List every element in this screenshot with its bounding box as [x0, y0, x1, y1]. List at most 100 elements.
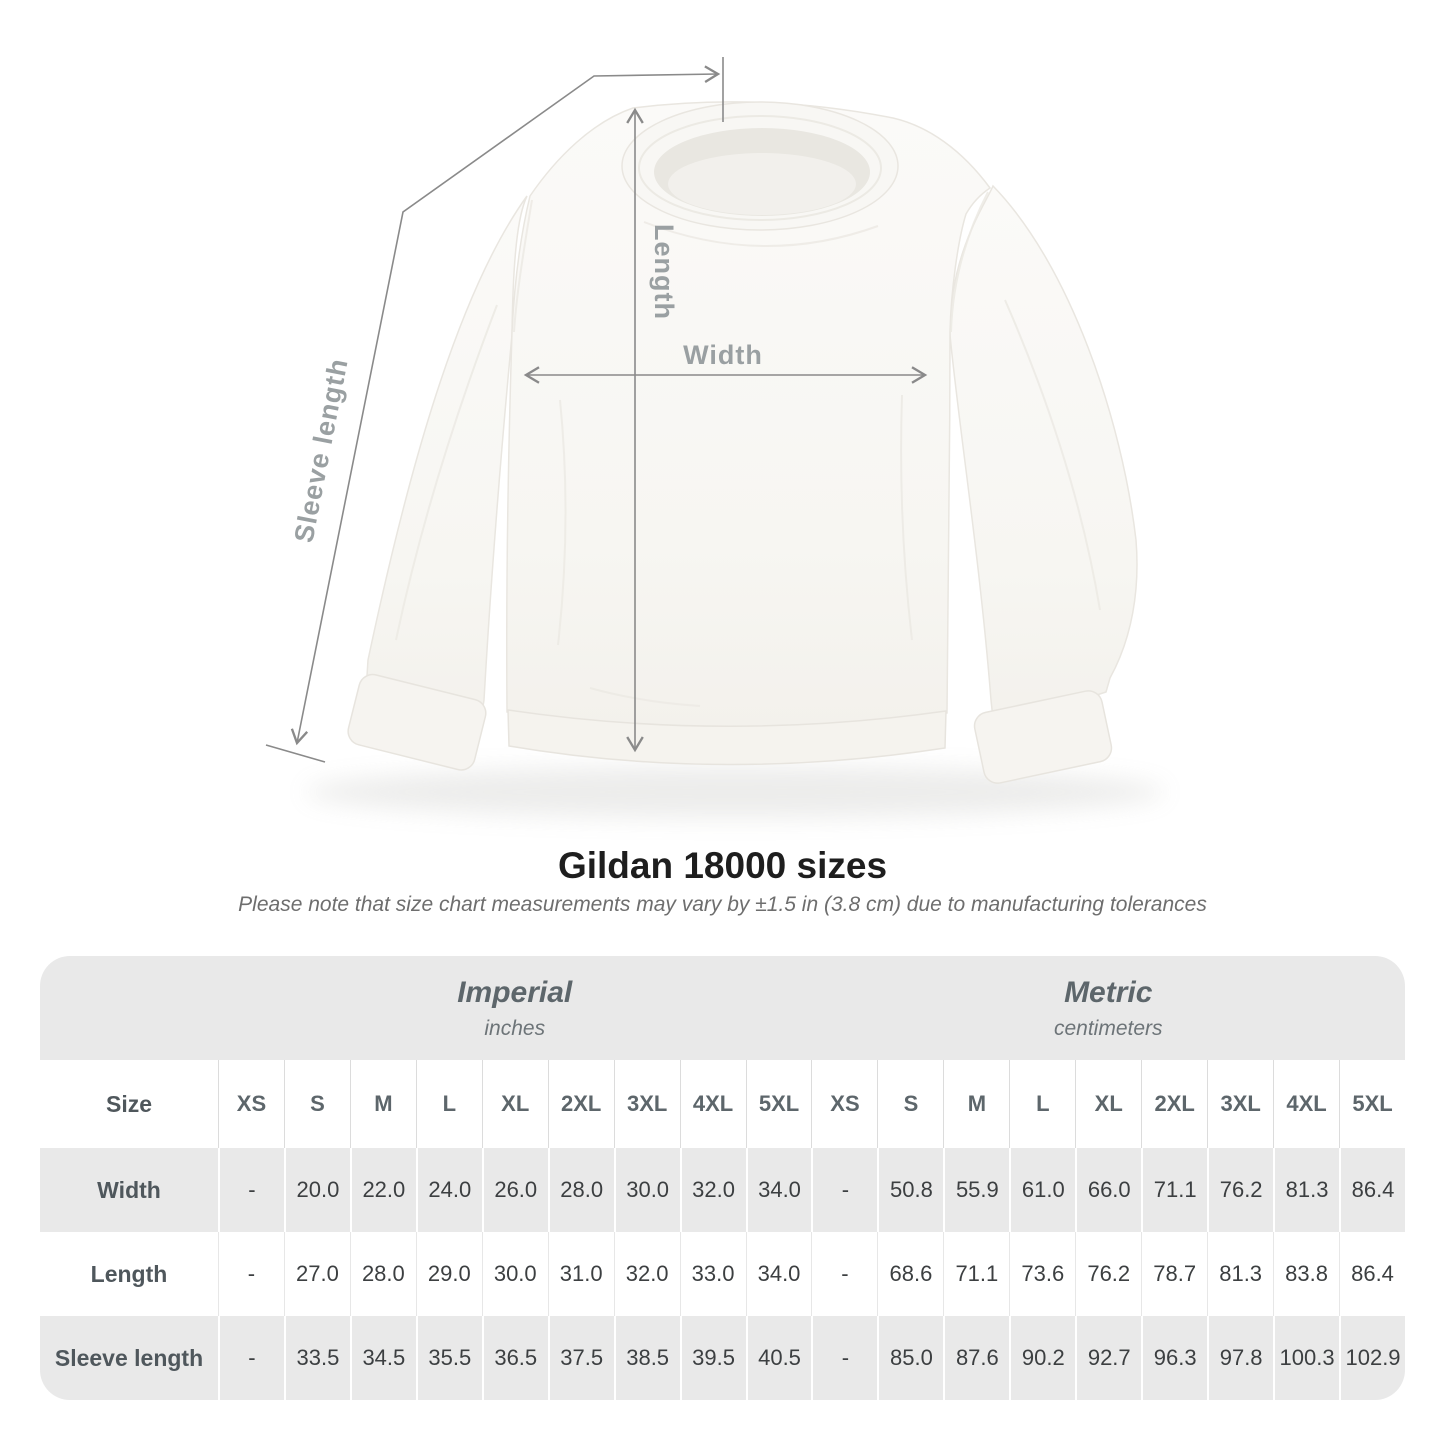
metric-unit: centimeters: [1053, 1016, 1163, 1040]
size-header-metric-xs: XS: [811, 1060, 877, 1148]
size-header-row: Size XS S M L XL 2XL 3XL 4XL 5XL XS S M L XL 2XL 3XL 4XL 5…: [40, 1060, 1405, 1148]
value-metric-m: 55.9: [943, 1148, 1009, 1232]
metric-header: Metric centimeters: [812, 956, 1406, 1060]
value-metric-2xl: 71.1: [1141, 1148, 1207, 1232]
width-dimension-label: Width: [683, 340, 763, 370]
value-metric-xl: 66.0: [1075, 1148, 1141, 1232]
row-label: Length: [90, 1260, 168, 1287]
value-metric-2xl: 96.3: [1141, 1316, 1207, 1400]
size-header-imperial-xs: XS: [218, 1060, 284, 1148]
value-metric-xl: 76.2: [1075, 1232, 1141, 1316]
value-metric-s: 68.6: [877, 1232, 943, 1316]
value-imperial-m: 22.0: [349, 1148, 416, 1232]
size-header-metric-m: M: [943, 1060, 1009, 1148]
sleeve-dimension-label: Sleeve length: [289, 356, 354, 545]
value-metric-xs: -: [811, 1232, 877, 1316]
value-metric-xs: -: [811, 1316, 877, 1400]
value-imperial-3xl: 38.5: [613, 1316, 680, 1400]
table-row-length: Length -27.0 28.0 29.0 30.0 31.0 32.0 33.0 34.0-…: [40, 1232, 1405, 1316]
value-imperial-xl: 36.5: [481, 1316, 548, 1400]
value-imperial-l: 24.0: [415, 1148, 482, 1232]
value-metric-xs: -: [811, 1148, 877, 1232]
value-metric-l: 73.6: [1009, 1232, 1075, 1316]
size-header-metric-xl: XL: [1075, 1060, 1141, 1148]
value-metric-5xl: 86.4: [1339, 1232, 1405, 1316]
row-label: Width: [97, 1176, 161, 1203]
right-cuff: [973, 690, 1113, 784]
value-metric-4xl: 100.3: [1273, 1316, 1339, 1400]
size-header-metric-3xl: 3XL: [1207, 1060, 1273, 1148]
value-metric-2xl: 78.7: [1141, 1232, 1207, 1316]
value-imperial-m: 28.0: [349, 1232, 416, 1316]
sweatshirt-measurement-diagram: Length Width Sleeve length: [265, 57, 1165, 818]
sleeve-dimension-line: [290, 65, 721, 746]
size-header-metric-5xl: 5XL: [1339, 1060, 1405, 1148]
value-metric-3xl: 76.2: [1207, 1148, 1273, 1232]
value-imperial-2xl: 37.5: [547, 1316, 614, 1400]
value-metric-3xl: 97.8: [1207, 1316, 1273, 1400]
value-metric-s: 85.0: [877, 1316, 943, 1400]
value-imperial-xs: -: [218, 1232, 284, 1316]
size-header-metric-l: L: [1009, 1060, 1075, 1148]
value-imperial-s: 20.0: [283, 1148, 350, 1232]
row-label: Sleeve length: [54, 1344, 204, 1371]
value-imperial-2xl: 31.0: [547, 1232, 614, 1316]
value-imperial-5xl: 34.0: [745, 1148, 812, 1232]
sleeve-cuff-reference-tick: [265, 744, 326, 763]
size-header-imperial-4xl: 4XL: [679, 1060, 746, 1148]
value-metric-l: 90.2: [1009, 1316, 1075, 1400]
value-metric-xl: 92.7: [1075, 1316, 1141, 1400]
value-metric-3xl: 81.3: [1207, 1232, 1273, 1316]
imperial-title: Imperial: [457, 975, 573, 1009]
value-imperial-4xl: 33.0: [679, 1232, 746, 1316]
page-title: Gildan 18000 sizes: [557, 845, 888, 886]
value-imperial-3xl: 30.0: [613, 1148, 680, 1232]
value-metric-4xl: 81.3: [1273, 1148, 1339, 1232]
sweatshirt-diagram-svg: Length Width Sleeve length: [265, 57, 1165, 818]
value-imperial-l: 29.0: [415, 1232, 482, 1316]
value-imperial-2xl: 28.0: [547, 1148, 614, 1232]
size-header-imperial-5xl: 5XL: [745, 1060, 812, 1148]
value-metric-m: 71.1: [943, 1232, 1009, 1316]
collar-inner-back: [668, 153, 856, 215]
size-header-imperial-l: L: [415, 1060, 482, 1148]
imperial-header: Imperial inches: [218, 956, 812, 1060]
value-imperial-5xl: 40.5: [745, 1316, 812, 1400]
value-imperial-s: 33.5: [283, 1316, 350, 1400]
imperial-unit: inches: [484, 1016, 546, 1040]
value-imperial-5xl: 34.0: [745, 1232, 812, 1316]
value-imperial-xl: 26.0: [481, 1148, 548, 1232]
size-grid: Size XS S M L XL 2XL 3XL 4XL 5XL XS S M L XL 2XL 3XL 4XL 5…: [40, 1060, 1405, 1400]
size-header-metric-s: S: [877, 1060, 943, 1148]
table-row-width: Width -20.0 22.0 24.0 26.0 28.0 30.0 32.0 34.0-5…: [40, 1148, 1405, 1232]
value-metric-4xl: 83.8: [1273, 1232, 1339, 1316]
value-imperial-4xl: 32.0: [679, 1148, 746, 1232]
size-table: Imperial inches Metric centimeters Size X…: [40, 956, 1405, 1400]
value-metric-m: 87.6: [943, 1316, 1009, 1400]
size-header-imperial-m: M: [349, 1060, 416, 1148]
size-header-imperial-2xl: 2XL: [547, 1060, 614, 1148]
value-imperial-xs: -: [218, 1148, 284, 1232]
size-column-header: Size: [105, 1090, 153, 1117]
garment-shadow: [305, 766, 1165, 818]
value-metric-5xl: 86.4: [1339, 1148, 1405, 1232]
value-imperial-3xl: 32.0: [613, 1232, 680, 1316]
right-sleeve: [949, 184, 1138, 729]
value-imperial-xs: -: [218, 1316, 284, 1400]
size-header-imperial-xl: XL: [481, 1060, 548, 1148]
unit-header-band: Imperial inches Metric centimeters: [40, 956, 1405, 1060]
value-metric-5xl: 102.9: [1339, 1316, 1405, 1400]
length-dimension-label: Length: [649, 224, 679, 320]
size-header-imperial-s: S: [283, 1060, 350, 1148]
value-metric-l: 61.0: [1009, 1148, 1075, 1232]
size-header-imperial-3xl: 3XL: [613, 1060, 680, 1148]
metric-title: Metric: [1064, 975, 1153, 1009]
tolerance-note: Please note that size chart measurements…: [238, 893, 1207, 916]
value-imperial-m: 34.5: [349, 1316, 416, 1400]
value-imperial-s: 27.0: [283, 1232, 350, 1316]
value-imperial-xl: 30.0: [481, 1232, 548, 1316]
value-imperial-l: 35.5: [415, 1316, 482, 1400]
size-header-metric-4xl: 4XL: [1273, 1060, 1339, 1148]
value-imperial-4xl: 39.5: [679, 1316, 746, 1400]
